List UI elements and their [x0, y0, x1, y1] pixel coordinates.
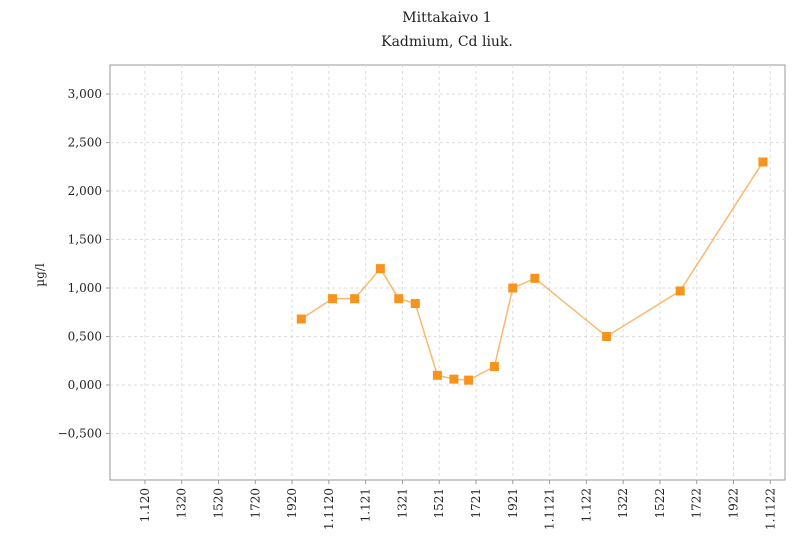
y-tick-label: 2,000 — [68, 184, 102, 198]
x-tick-label: 1322 — [616, 488, 630, 519]
x-tick-label: 1722 — [690, 488, 704, 519]
x-tick-label: 1521 — [432, 488, 446, 519]
data-point — [530, 273, 540, 283]
x-tick-label: 1321 — [395, 488, 409, 519]
data-point — [489, 362, 499, 372]
x-tick-label: 1920 — [285, 488, 299, 519]
y-tick-label: 0,500 — [68, 329, 102, 343]
data-point — [758, 157, 768, 167]
x-tick-label: 1320 — [175, 488, 189, 519]
x-tick-label: 1721 — [469, 488, 483, 519]
y-tick-label: 1,000 — [68, 281, 102, 295]
series-line — [300, 161, 764, 381]
data-point — [350, 294, 360, 304]
data-point — [675, 286, 685, 296]
data-point — [464, 375, 474, 385]
plot-frame — [109, 64, 786, 481]
y-tick-label: 1,500 — [68, 233, 102, 247]
data-point — [328, 294, 338, 304]
x-tick-label: 1.120 — [138, 488, 152, 522]
y-axis-label: µg/l — [33, 263, 47, 287]
x-tick-label: 1921 — [506, 488, 520, 519]
data-point — [432, 370, 442, 380]
data-point — [375, 264, 385, 274]
data-point — [602, 331, 612, 341]
x-tick-label: 1520 — [212, 488, 226, 519]
y-tick-label: 2,500 — [68, 136, 102, 150]
data-point — [394, 294, 404, 304]
data-point — [296, 314, 306, 324]
y-tick-label: 0,000 — [68, 378, 102, 392]
data-point — [449, 374, 459, 384]
x-tick-label: 1922 — [727, 488, 741, 519]
y-tick-label: 3,000 — [68, 87, 102, 101]
x-tick-label: 1.122 — [579, 488, 593, 522]
chart-title: Mittakaivo 1 — [402, 10, 491, 26]
y-tick-label: −0,500 — [58, 426, 102, 440]
data-point — [508, 283, 518, 293]
x-tick-label: 1.1120 — [322, 488, 336, 530]
x-tick-label: 1522 — [653, 488, 667, 519]
chart-subtitle: Kadmium, Cd liuk. — [381, 34, 513, 50]
x-tick-label: 1.1121 — [543, 488, 557, 530]
data-point — [410, 299, 420, 309]
x-tick-label: 1.121 — [359, 488, 373, 522]
x-tick-label: 1.1122 — [763, 488, 777, 530]
x-tick-label: 1720 — [248, 488, 262, 519]
